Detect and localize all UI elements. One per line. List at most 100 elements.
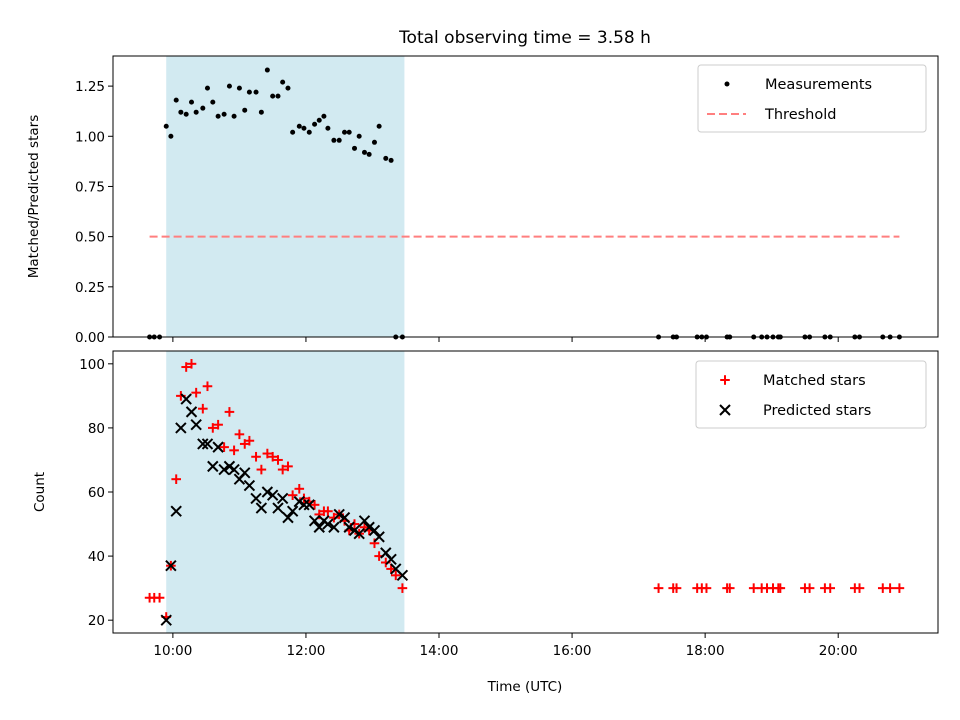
predicted-star-point (207, 460, 219, 473)
top-axes-frame (112, 55, 939, 338)
predicted-star-point-b (197, 438, 209, 450)
y-tick-label: 100 (79, 357, 105, 373)
y-tick-label: 40 (88, 549, 105, 565)
bottom-marks (144, 359, 905, 626)
x-tick-label: 12:00 (286, 643, 325, 659)
matched-star-point (854, 583, 865, 593)
predicted-star-point-b (358, 515, 371, 527)
bottom-x-ticks: 10:00 12:00 14:00 16:00 18:00 20:00 (153, 633, 858, 659)
top-y-ticks: 0.00 0.25 0.50 0.75 1.00 1.25 (75, 79, 113, 346)
predicted-star-point-b (338, 511, 351, 524)
predicted-star-point (266, 489, 279, 501)
matched-star-point (283, 461, 293, 472)
legend-box (697, 64, 927, 133)
predicted-star-point (385, 553, 397, 566)
predicted-star-point (368, 524, 381, 537)
predicted-star-point (328, 521, 340, 533)
measurement-point (183, 111, 189, 117)
chart-title: Total observing time = 3.58 h (398, 28, 651, 48)
measurement-point (258, 109, 264, 115)
measurement-point (336, 137, 342, 143)
matched-star-point (390, 570, 401, 581)
x-tick-label: 18:00 (686, 643, 725, 659)
measurement-point (366, 151, 372, 157)
measurement-point (371, 139, 377, 145)
predicted-star-point (338, 511, 351, 524)
measurement-point (275, 93, 281, 99)
observing-window-shade (166, 351, 405, 633)
predicted-star-point (255, 502, 268, 514)
measurement-point (264, 67, 270, 73)
predicted-star-point-b (239, 467, 251, 479)
x-axis-label: Time (UTC) (487, 679, 563, 695)
predicted-star-point-b (348, 524, 361, 537)
x-tick-label: 14:00 (420, 643, 459, 659)
top-panel: Total observing time = 3.58 h 0.000.250.… (26, 28, 939, 346)
legend-label: Threshold (764, 107, 836, 123)
measurement-point (173, 97, 179, 103)
predicted-star-point (250, 492, 262, 505)
predicted-star-point (165, 559, 177, 572)
matched-star-point (207, 423, 218, 433)
predicted-star-point (396, 569, 409, 582)
predicted-star-point-b (303, 499, 315, 511)
measurement-point (346, 129, 352, 135)
predicted-star-point-b (322, 518, 334, 530)
predicted-star-point (322, 518, 334, 530)
predicted-star-point (353, 527, 365, 540)
predicted-star-point-b (261, 486, 274, 498)
matched-star-point (224, 407, 235, 417)
predicted-star-point-b (333, 508, 345, 521)
bottom-panel: 20 40 60 80 100 10:00 12:00 14:00 16:00 18:00 20:… (32, 350, 939, 695)
measurement-point (221, 111, 227, 117)
measurement-point (242, 107, 248, 113)
top-y-axis-label: Matched/Predicted stars (26, 115, 42, 278)
measurement-point (200, 105, 206, 111)
legend-marker-matched (720, 375, 730, 385)
predicted-star-point-b (243, 479, 256, 492)
predicted-star-point (261, 486, 274, 498)
measurement-point (178, 109, 184, 115)
predicted-star-point (160, 614, 172, 626)
predicted-star-point (243, 479, 256, 492)
predicted-star-point (308, 515, 321, 527)
y-tick-label: 1.00 (75, 129, 105, 145)
measurement-point (163, 123, 169, 129)
matched-star-point (154, 592, 165, 603)
matched-star-point (299, 493, 309, 504)
matched-star-point (804, 583, 815, 593)
measurement-point (325, 125, 331, 131)
predicted-star-point-b (308, 515, 321, 527)
predicted-star-point (286, 505, 299, 517)
legend-marker-predicted (719, 404, 731, 416)
measurement-point (253, 89, 259, 95)
predicted-star-point (358, 515, 371, 527)
x-tick-label: 16:00 (553, 643, 592, 659)
predicted-star-point (218, 463, 230, 476)
measurement-point (306, 129, 312, 135)
predicted-star-point-b (255, 502, 268, 514)
measurement-point (215, 113, 221, 119)
matched-star-point (294, 483, 305, 494)
measurement-point (376, 123, 382, 129)
measurement-point (296, 123, 302, 129)
y-tick-label: 20 (88, 613, 105, 629)
bottom-y-ticks: 20 40 60 80 100 (79, 357, 113, 629)
predicted-star-point (303, 499, 315, 511)
y-tick-label: 80 (88, 421, 105, 437)
predicted-star-point (239, 467, 251, 479)
predicted-star-point-b (160, 614, 172, 626)
measurement-point (226, 83, 232, 89)
predicted-star-point (185, 406, 198, 418)
predicted-star-point-b (190, 418, 202, 431)
predicted-star-point-b (286, 505, 299, 517)
predicted-star-point-b (201, 438, 214, 450)
measurement-point (236, 85, 242, 91)
measurement-point (280, 79, 286, 85)
matched-star-point (369, 538, 380, 549)
measurement-point (342, 129, 348, 135)
legend-label: Measurements (765, 77, 872, 93)
matched-star-point (186, 359, 197, 369)
predicted-star-point-b (353, 527, 365, 540)
measurement-point (361, 149, 367, 155)
